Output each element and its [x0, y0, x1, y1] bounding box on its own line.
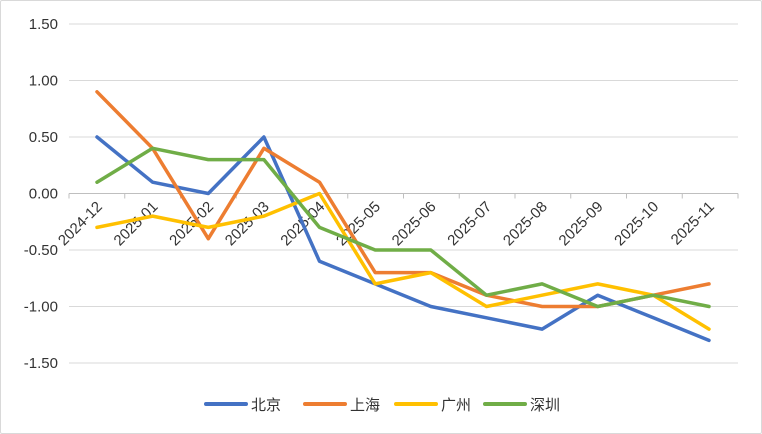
x-axis-baseline [68, 193, 739, 199]
x-tick-label: 2024-12 [55, 198, 106, 249]
y-tick-label: -0.50 [24, 242, 58, 259]
series-line-4 [95, 146, 711, 309]
x-axis-tick-labels: 2024-12 2025-01 2025-02 2025-03 2025-04 2025-… [55, 198, 718, 249]
legend-label: 深圳 [530, 396, 560, 414]
x-tick-label: 2025-06 [389, 198, 440, 249]
y-tick-label: -1.00 [24, 299, 58, 316]
x-tick-label: 2025-09 [556, 198, 607, 249]
series-line-3 [95, 191, 711, 331]
y-axis-tick-labels: 1.50 1.00 0.50 0.00 -0.50 -1.00 -1.50 [24, 16, 58, 372]
legend-label: 广州 [441, 396, 471, 414]
legend-label: 上海 [350, 396, 380, 414]
y-tick-label: 1.50 [29, 16, 58, 33]
y-tick-label: -1.50 [24, 355, 58, 372]
y-tick-label: 0.00 [29, 186, 58, 203]
series-line-1 [95, 135, 711, 343]
x-tick-label: 2025-07 [444, 198, 495, 249]
series-line-2 [95, 90, 711, 309]
x-tick-label: 2025-10 [611, 198, 662, 249]
y-tick-label: 0.50 [29, 129, 58, 146]
legend-label: 北京 [251, 396, 281, 414]
legend: 北京 上海 广州 深圳 [204, 396, 560, 414]
x-tick-label: 2025-08 [500, 198, 551, 249]
x-tick-label: 2025-11 [668, 198, 718, 248]
y-tick-label: 1.00 [29, 73, 58, 90]
series-lines [95, 90, 711, 343]
